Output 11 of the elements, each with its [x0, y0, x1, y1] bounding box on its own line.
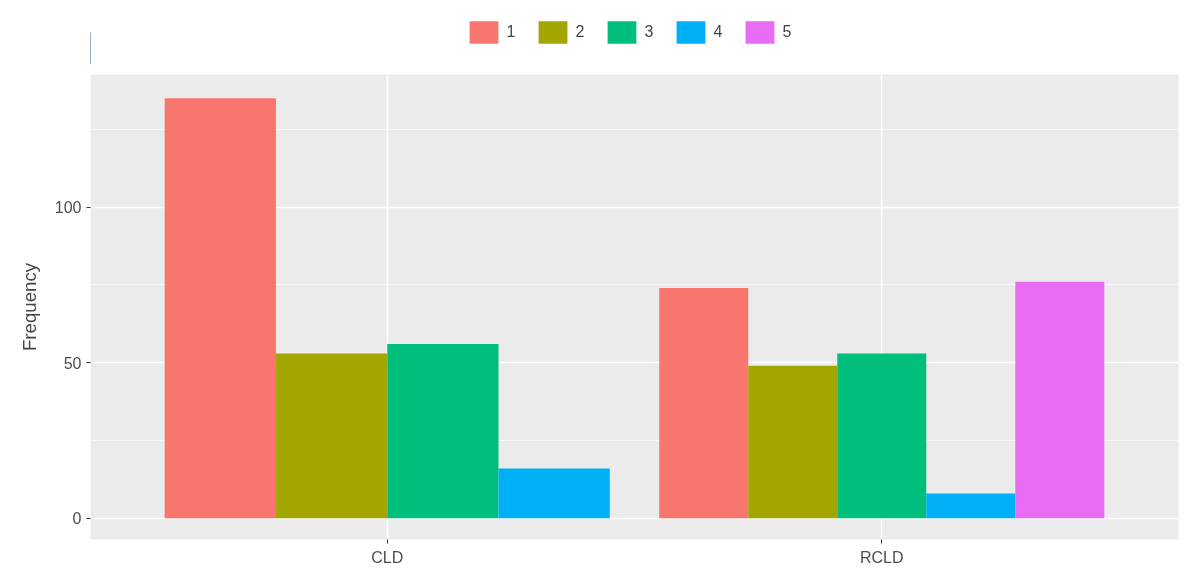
- legend-label: 3: [644, 23, 655, 41]
- x-tick-label: CLD: [371, 548, 404, 566]
- legend-label: 4: [713, 23, 724, 41]
- y-tick-label: 100: [54, 199, 82, 217]
- legend-label: 5: [782, 23, 793, 41]
- y-axis-title: Frequency: [18, 262, 40, 352]
- y-tick-label: 0: [72, 510, 82, 528]
- y-tick-label: 50: [63, 354, 82, 372]
- legend-label: 1: [506, 23, 517, 41]
- legend-label: 2: [575, 23, 586, 41]
- x-tick-label: RCLD: [859, 548, 904, 566]
